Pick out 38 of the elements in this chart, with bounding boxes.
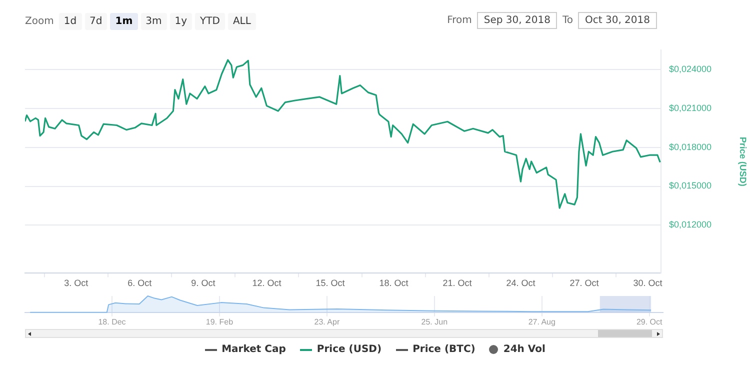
x-tick-label: 27. Oct (570, 278, 600, 288)
text: Sep 30, 2018 (476, 12, 558, 29)
x-tick-label: 30. Oct (633, 278, 663, 288)
y-tick-label: $0,012000 (669, 220, 712, 230)
y-tick-label: $0,021000 (669, 102, 712, 113)
y-tick-label: $0,018000 (669, 142, 712, 152)
x-tick-label: 3. Oct (64, 278, 89, 288)
legend-label: Market Cap (222, 344, 286, 355)
x-tick-label: 29. Oct (636, 317, 664, 326)
x-tick-label: 15. Oct (316, 278, 346, 288)
text: To (562, 15, 573, 26)
legend-label: Price (BTC) (412, 344, 476, 355)
legend-label: 24h Vol (503, 344, 546, 355)
y-tick-label: $0,015000 (669, 180, 712, 191)
x-tick-label: 25. Jun (421, 317, 448, 326)
text: From (447, 15, 472, 26)
x-tick-label: 19. Feb (206, 317, 234, 326)
x-tick-label: 6. Oct (128, 278, 152, 288)
x-tick-label: 21. Oct (442, 278, 472, 288)
text: Zoom (25, 16, 54, 27)
x-tick-label: 18. Dec (98, 317, 126, 326)
text: 1y (170, 13, 192, 30)
y-axis-title: Price (USD) (738, 136, 748, 186)
x-tick-label: 18. Oct (379, 278, 409, 288)
text: 3m (140, 13, 167, 30)
y-tick-label: $0,024000 (669, 64, 712, 74)
text: 7d (84, 13, 108, 30)
legend-label: Price (USD) (316, 344, 382, 355)
x-tick-label: 23. Apr (314, 317, 340, 326)
x-tick-label: 12. Oct (252, 278, 282, 288)
text: 1m (110, 13, 138, 30)
x-tick-label: 9. Oct (191, 278, 216, 288)
text: YTD (195, 13, 225, 30)
x-tick-label: 24. Oct (506, 278, 536, 288)
text: 1d (58, 13, 82, 30)
text: ALL (228, 13, 256, 30)
text: Oct 30, 2018 (578, 12, 657, 29)
x-tick-label: 27. Aug (528, 317, 556, 326)
